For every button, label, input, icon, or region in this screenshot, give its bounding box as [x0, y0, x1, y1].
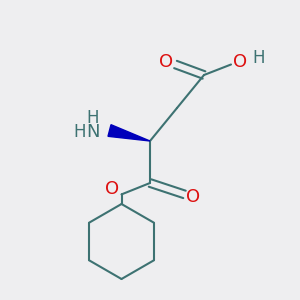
Text: O: O — [232, 53, 247, 71]
Text: H: H — [253, 49, 265, 67]
Text: H: H — [73, 123, 86, 141]
Text: O: O — [186, 188, 201, 206]
Text: O: O — [159, 53, 174, 71]
Text: N: N — [86, 123, 100, 141]
Text: H: H — [87, 109, 99, 127]
Text: O: O — [105, 180, 119, 198]
Polygon shape — [108, 125, 150, 141]
